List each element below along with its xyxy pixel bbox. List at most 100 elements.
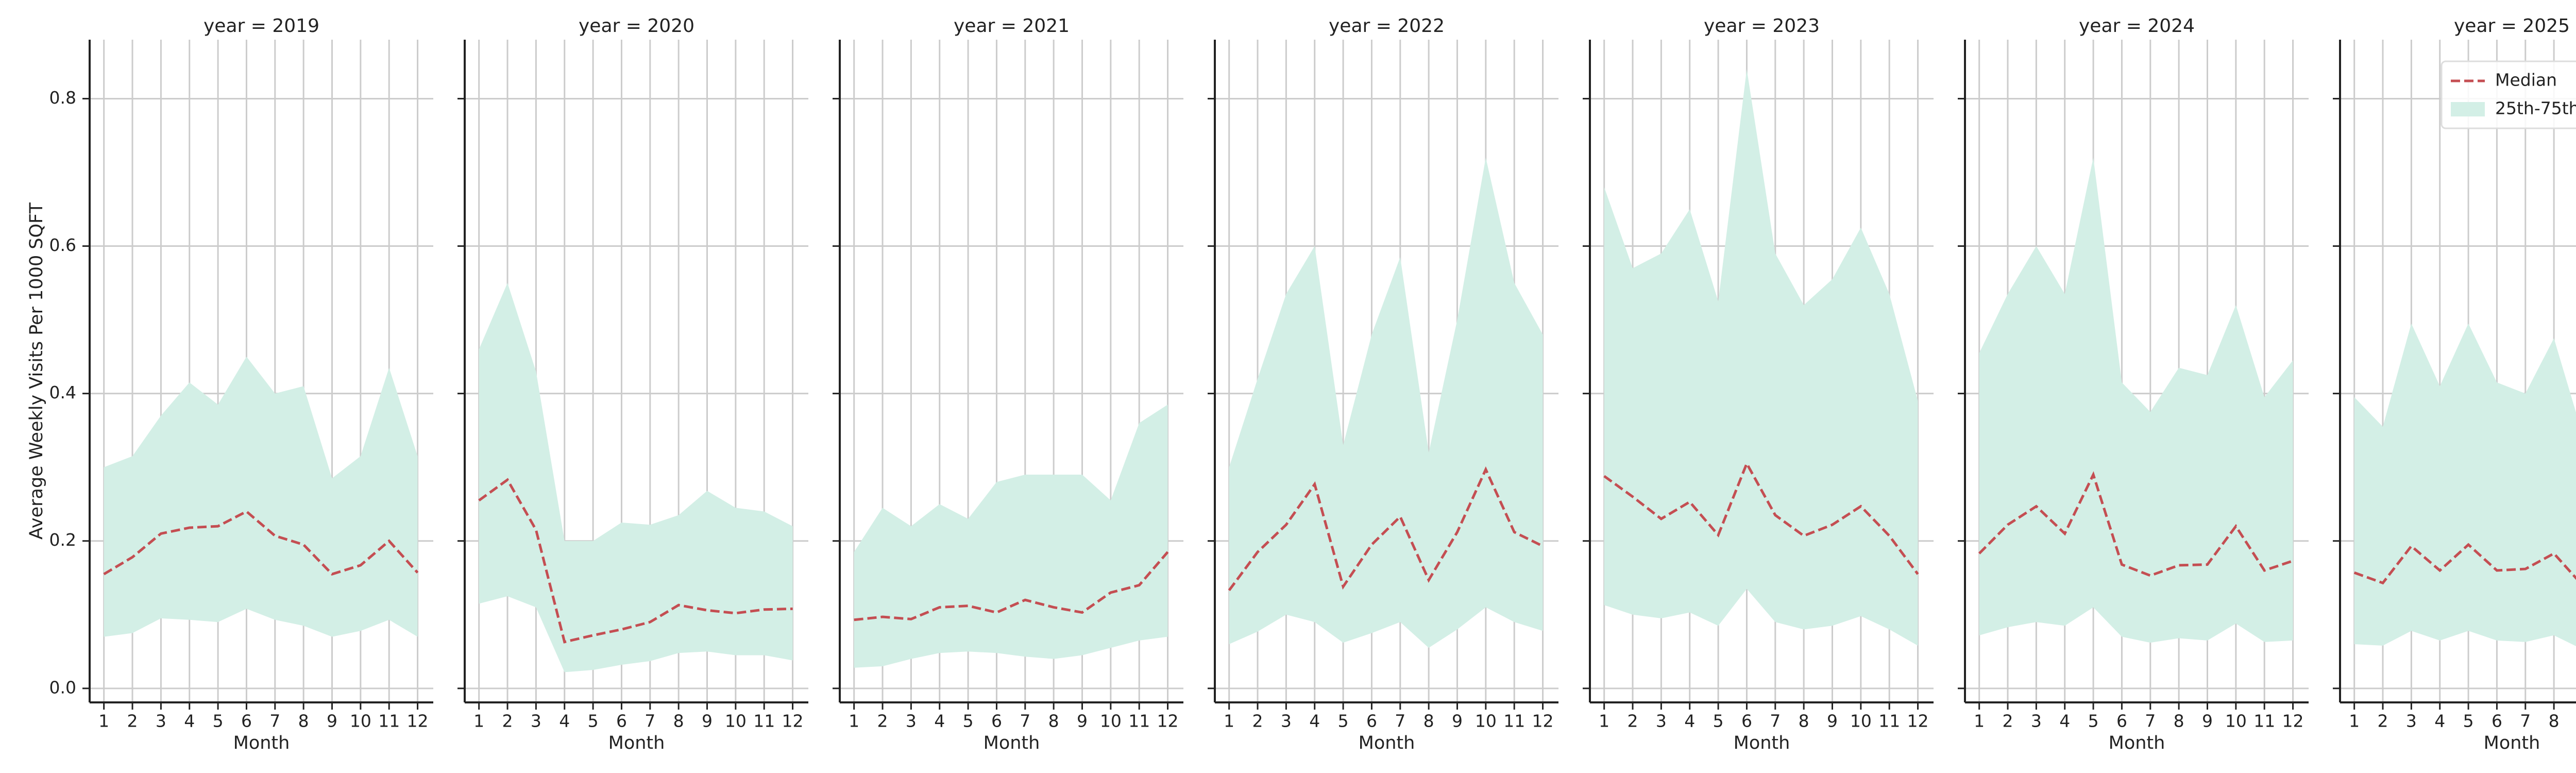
x-tick-label: 12 bbox=[1907, 711, 1929, 731]
panel-title: year = 2021 bbox=[954, 15, 1070, 37]
legend-label: 25th-75th Percentile bbox=[2495, 98, 2576, 119]
x-tick-label: 9 bbox=[1077, 711, 1088, 731]
x-tick-label: 5 bbox=[1338, 711, 1349, 731]
panel-title: year = 2023 bbox=[1704, 15, 1820, 37]
x-tick-label: 5 bbox=[2463, 711, 2474, 731]
iqr-band bbox=[2354, 323, 2576, 646]
y-tick-label: 0.6 bbox=[49, 235, 76, 255]
x-tick-label: 11 bbox=[753, 711, 775, 731]
x-tick-label: 8 bbox=[673, 711, 684, 731]
x-axis-label: Month bbox=[1734, 733, 1790, 753]
x-tick-label: 7 bbox=[2145, 711, 2156, 731]
x-tick-label: 2 bbox=[1252, 711, 1263, 731]
x-tick-label: 1 bbox=[1599, 711, 1609, 731]
x-tick-label: 3 bbox=[1281, 711, 1292, 731]
panel-title: year = 2022 bbox=[1329, 15, 1445, 37]
iqr-band bbox=[1979, 157, 2293, 643]
x-tick-label: 4 bbox=[1309, 711, 1320, 731]
x-tick-label: 6 bbox=[616, 711, 627, 731]
x-tick-label: 5 bbox=[2088, 711, 2099, 731]
median-line bbox=[478, 478, 793, 644]
x-tick-label: 11 bbox=[1128, 711, 1150, 731]
x-tick-label: 7 bbox=[1395, 711, 1405, 731]
x-tick-label: 11 bbox=[1878, 711, 1900, 731]
x-tick-label: 11 bbox=[2253, 711, 2275, 731]
y-tick-label: 0.0 bbox=[49, 677, 76, 697]
x-tick-label: 12 bbox=[2282, 711, 2304, 731]
x-tick-label: 11 bbox=[378, 711, 400, 731]
x-tick-label: 1 bbox=[98, 711, 109, 731]
median-line bbox=[854, 551, 1169, 621]
x-tick-label: 11 bbox=[1503, 711, 1525, 731]
y-axis-label: Average Weekly Visits Per 1000 SQFT bbox=[26, 202, 47, 540]
x-tick-label: 8 bbox=[2174, 711, 2184, 731]
iqr-band bbox=[854, 405, 1168, 668]
x-tick-label: 9 bbox=[702, 711, 713, 731]
x-axis-label: Month bbox=[233, 733, 290, 753]
x-tick-label: 3 bbox=[2031, 711, 2042, 731]
x-tick-label: 10 bbox=[1850, 711, 1872, 731]
panel-title: year = 2024 bbox=[2079, 15, 2195, 37]
x-tick-label: 10 bbox=[1100, 711, 1122, 731]
x-tick-label: 8 bbox=[1048, 711, 1059, 731]
x-tick-label: 6 bbox=[991, 711, 1002, 731]
x-tick-label: 12 bbox=[782, 711, 804, 731]
x-tick-label: 1 bbox=[1974, 711, 1985, 731]
x-tick-label: 3 bbox=[2406, 711, 2417, 731]
x-axis-label: Month bbox=[2109, 733, 2165, 753]
x-tick-label: 3 bbox=[906, 711, 917, 731]
x-tick-label: 1 bbox=[1224, 711, 1234, 731]
panel-title: year = 2025 bbox=[2454, 15, 2570, 37]
y-tick-label: 0.4 bbox=[49, 382, 76, 402]
panel-title: year = 2019 bbox=[204, 15, 319, 37]
x-tick-label: 8 bbox=[298, 711, 309, 731]
median-line bbox=[103, 510, 419, 576]
x-tick-label: 3 bbox=[156, 711, 166, 731]
x-tick-label: 4 bbox=[2434, 711, 2445, 731]
y-tick-label: 0.2 bbox=[49, 530, 76, 550]
x-tick-label: 10 bbox=[2225, 711, 2247, 731]
x-tick-label: 3 bbox=[1656, 711, 1667, 731]
x-axis-label: Month bbox=[608, 733, 665, 753]
legend-label: Median bbox=[2495, 70, 2557, 90]
x-tick-label: 4 bbox=[934, 711, 945, 731]
x-tick-label: 6 bbox=[1366, 711, 1377, 731]
x-tick-label: 7 bbox=[1020, 711, 1030, 731]
median-line bbox=[1603, 460, 1919, 575]
iqr-band bbox=[479, 283, 793, 673]
x-tick-label: 6 bbox=[2492, 711, 2502, 731]
x-axis-label: Month bbox=[2484, 733, 2540, 753]
x-axis-label: Month bbox=[1359, 733, 1415, 753]
x-tick-label: 5 bbox=[588, 711, 599, 731]
x-tick-label: 10 bbox=[725, 711, 747, 731]
x-tick-label: 4 bbox=[2059, 711, 2070, 731]
x-tick-label: 12 bbox=[1532, 711, 1554, 731]
iqr-band bbox=[104, 357, 418, 637]
panel-title: year = 2020 bbox=[579, 15, 694, 37]
x-tick-label: 2 bbox=[127, 711, 138, 731]
x-axis-label: Month bbox=[984, 733, 1040, 753]
x-tick-label: 9 bbox=[1452, 711, 1463, 731]
x-tick-label: 4 bbox=[1684, 711, 1695, 731]
x-tick-label: 10 bbox=[1475, 711, 1497, 731]
x-tick-label: 6 bbox=[2116, 711, 2127, 731]
x-tick-label: 2 bbox=[877, 711, 888, 731]
x-tick-label: 6 bbox=[241, 711, 252, 731]
x-tick-label: 1 bbox=[2349, 711, 2360, 731]
x-tick-label: 12 bbox=[1157, 711, 1179, 731]
median-line bbox=[1228, 466, 1544, 592]
x-tick-label: 4 bbox=[184, 711, 195, 731]
x-tick-label: 6 bbox=[1741, 711, 1752, 731]
x-tick-label: 5 bbox=[213, 711, 224, 731]
x-tick-label: 3 bbox=[531, 711, 541, 731]
x-tick-label: 5 bbox=[1713, 711, 1724, 731]
x-tick-label: 10 bbox=[350, 711, 371, 731]
median-line bbox=[2353, 543, 2576, 585]
x-tick-label: 7 bbox=[645, 711, 655, 731]
x-tick-label: 9 bbox=[327, 711, 337, 731]
iqr-band bbox=[1229, 157, 1543, 648]
x-tick-label: 1 bbox=[473, 711, 484, 731]
iqr-band bbox=[1604, 69, 1918, 646]
x-tick-label: 2 bbox=[502, 711, 513, 731]
x-tick-label: 1 bbox=[849, 711, 859, 731]
